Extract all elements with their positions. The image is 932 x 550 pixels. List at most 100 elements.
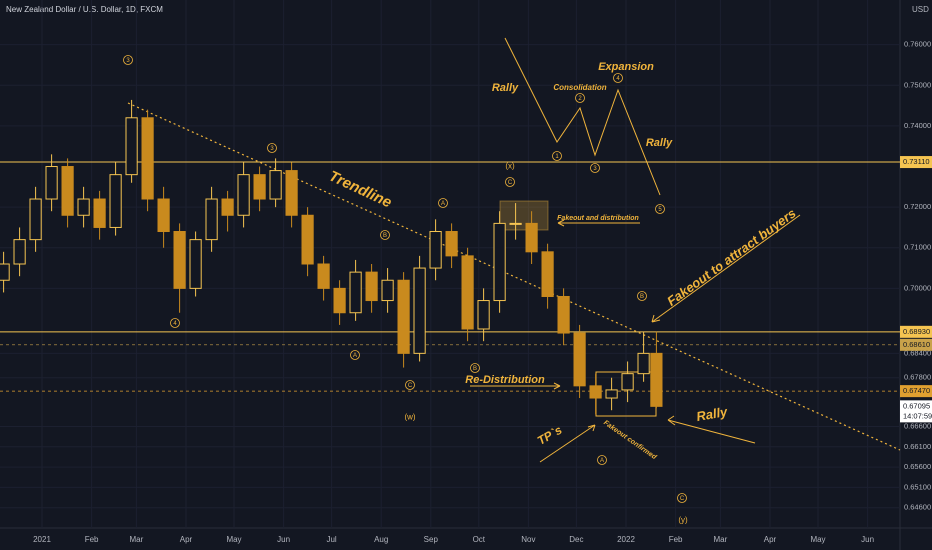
candle-body xyxy=(29,198,42,241)
candle-body xyxy=(269,170,282,200)
wave-label: 4 xyxy=(616,76,620,82)
candle-body xyxy=(0,263,10,281)
x-tick-label: Aug xyxy=(374,535,388,544)
candle-body xyxy=(445,231,458,257)
wave-label: 1 xyxy=(555,154,559,160)
arrow xyxy=(651,214,801,323)
candle-body xyxy=(253,174,266,200)
price-label-box xyxy=(900,156,932,169)
candle-body xyxy=(509,222,522,225)
candle-body xyxy=(221,198,234,216)
wave-label: B xyxy=(640,294,644,300)
candle-body xyxy=(605,389,618,399)
annotation: Rally xyxy=(646,137,673,149)
arrow xyxy=(539,424,596,463)
x-tick-label: Sep xyxy=(424,535,439,544)
candle-body xyxy=(93,198,106,228)
candle-body xyxy=(429,231,442,269)
price-label-box xyxy=(900,385,932,398)
candle-body xyxy=(637,352,650,375)
wave-circle xyxy=(613,73,623,83)
wave-circle xyxy=(170,318,180,328)
candle-body xyxy=(493,222,506,302)
candle-body xyxy=(397,279,410,354)
wave-circle xyxy=(470,363,480,373)
candle-body xyxy=(621,373,634,391)
annotation: Rally xyxy=(492,82,519,94)
x-tick-label: Jul xyxy=(326,535,336,544)
price-lines xyxy=(0,161,900,392)
candle-body xyxy=(125,117,138,176)
x-tick-label: Apr xyxy=(180,535,193,544)
candle-body xyxy=(77,198,90,216)
x-tick-label: Jun xyxy=(277,535,290,544)
candle-body xyxy=(301,214,314,265)
last-price-box xyxy=(900,400,932,423)
x-tick-label: 2022 xyxy=(617,535,635,544)
x-tick-label: 2021 xyxy=(33,535,51,544)
wave-label: 2 xyxy=(578,96,582,102)
annotation: Rally xyxy=(695,404,729,424)
wave-label: A xyxy=(600,458,604,464)
candle-body xyxy=(237,174,250,216)
wave-labels: 3 4 3 A B C (w) A B (x) C 1 2 3 4 5 B A C (y) xyxy=(123,55,688,525)
wave-circle xyxy=(505,177,515,187)
x-tick-label: Nov xyxy=(521,535,535,544)
wave-label: C xyxy=(508,180,513,186)
wave-circle xyxy=(590,163,600,173)
x-tick-label: Mar xyxy=(130,535,144,544)
axes: 0.76000 0.75000 0.74000 0.72000 0.71000 0.700… xyxy=(33,40,932,544)
arrows xyxy=(470,214,801,463)
candle-body xyxy=(45,166,58,200)
candle-body xyxy=(413,267,426,354)
y-tick-label: 0.75000 xyxy=(904,80,931,89)
wave-circle xyxy=(597,455,607,465)
x-tick-label: May xyxy=(810,535,825,544)
candle-body xyxy=(109,174,122,228)
wave-circle xyxy=(405,380,415,390)
candle-body xyxy=(525,222,538,253)
y-tick-label: 0.72000 xyxy=(904,202,931,211)
arrow xyxy=(470,382,561,390)
y-tick-label: 0.64600 xyxy=(904,503,931,512)
arrow xyxy=(557,219,640,227)
candle-body xyxy=(189,239,202,289)
annotation: Consolidation xyxy=(553,83,606,92)
y-tick-label: 0.66100 xyxy=(904,442,931,451)
wave-label: 3 xyxy=(126,58,130,64)
wave-label: B xyxy=(473,366,477,372)
x-tick-label: Feb xyxy=(85,535,99,544)
price-label: 0.67470 xyxy=(903,386,930,395)
wave-label: (y) xyxy=(678,516,688,525)
price-label-box xyxy=(900,325,932,338)
x-tick-label: Apr xyxy=(764,535,777,544)
y-tick-label: 0.74000 xyxy=(904,121,931,130)
candle-body xyxy=(61,166,74,216)
price-label: 0.68610 xyxy=(903,340,930,349)
y-tick-label: 0.65600 xyxy=(904,462,931,471)
x-tick-label: May xyxy=(226,535,241,544)
wave-circle xyxy=(380,230,390,240)
y-tick-label: 0.70000 xyxy=(904,283,931,292)
wave-circle xyxy=(637,291,647,301)
trendline xyxy=(127,102,901,451)
y-tick-label: 0.65100 xyxy=(904,482,931,491)
currency: USD xyxy=(912,5,929,14)
x-tick-label: Feb xyxy=(669,535,683,544)
wave-label: C xyxy=(680,496,685,502)
y-tick-label: 0.67800 xyxy=(904,373,931,382)
grid xyxy=(0,0,900,528)
x-tick-label: Mar xyxy=(714,535,728,544)
candle-body xyxy=(141,117,154,200)
arrow xyxy=(667,415,756,444)
candle-body xyxy=(461,255,474,330)
countdown: 14:07:59 xyxy=(903,411,932,420)
annotation: Expansion xyxy=(598,61,654,73)
last-price-label: 0.67095 xyxy=(903,401,930,410)
x-tick-label: Jun xyxy=(861,535,874,544)
candle-body xyxy=(157,198,170,233)
candle-body xyxy=(477,300,490,330)
candle-body xyxy=(365,271,378,302)
wave-circle xyxy=(677,493,687,503)
x-tick-label: Oct xyxy=(473,535,486,544)
